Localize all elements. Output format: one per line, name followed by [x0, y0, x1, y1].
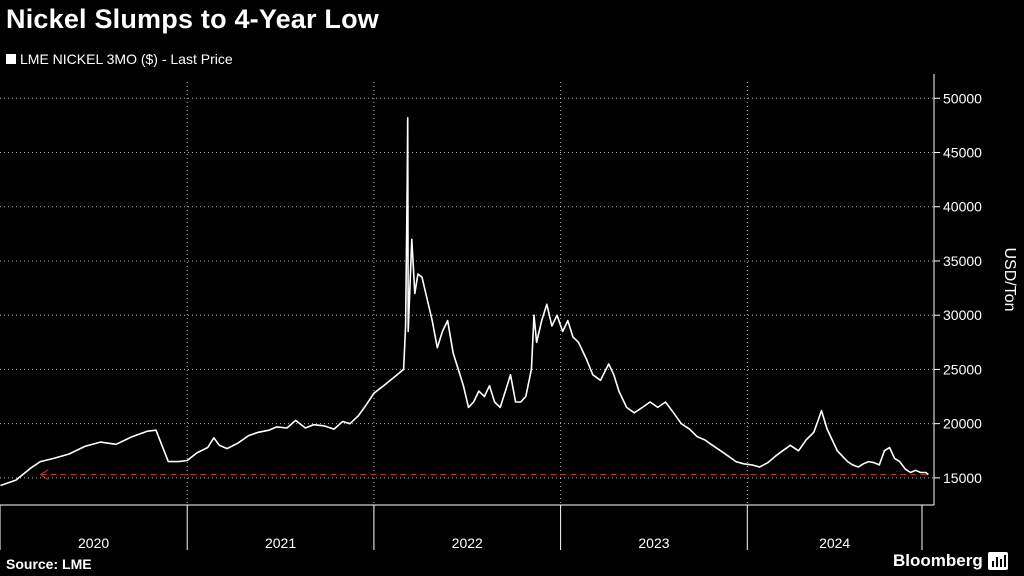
- brand-name: Bloomberg: [893, 551, 983, 570]
- series-layer: [0, 117, 929, 487]
- y-tick-label: 40000: [943, 199, 982, 215]
- reference-arrowhead: [39, 469, 49, 481]
- y-tick-label: 45000: [943, 145, 982, 161]
- source-note: Source: LME: [6, 556, 92, 572]
- x-year-label: 2021: [265, 535, 296, 551]
- y-tick-label: 35000: [943, 253, 982, 269]
- series-line: [0, 117, 929, 487]
- x-year-label: 2020: [78, 535, 109, 551]
- y-tick-label: 50000: [943, 90, 982, 106]
- legend: LME NICKEL 3MO ($) - Last Price: [6, 51, 233, 67]
- axis-labels: 15000 20000 25000 30000 35000 40000 45000 50000…: [78, 90, 1018, 551]
- legend-label: LME NICKEL 3MO ($) - Last Price: [20, 51, 233, 67]
- y-tick-label: 25000: [943, 361, 982, 377]
- reference-annotation: [39, 469, 929, 481]
- legend-swatch: [6, 54, 16, 64]
- y-axis-title: USD/Ton: [1001, 247, 1018, 311]
- x-year-label: 2023: [638, 535, 669, 551]
- x-year-label: 2022: [452, 535, 483, 551]
- bar-chart-icon: [987, 552, 1008, 570]
- grid-lines: [0, 82, 934, 505]
- x-year-label: 2024: [819, 535, 850, 551]
- y-tick-label: 20000: [943, 416, 982, 432]
- y-tick-label: 30000: [943, 307, 982, 323]
- y-tick-label: 15000: [943, 470, 982, 486]
- brand: Bloomberg: [893, 551, 1008, 571]
- axes: [0, 74, 940, 550]
- chart-title: Nickel Slumps to 4-Year Low: [6, 4, 380, 34]
